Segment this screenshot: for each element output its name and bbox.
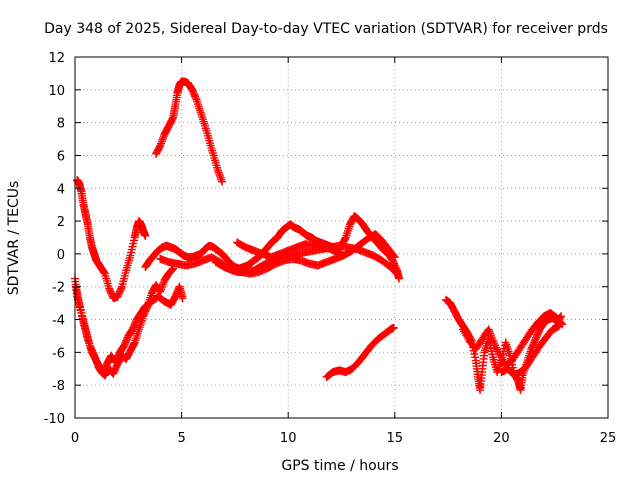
y-tick-label: -2 [52, 281, 65, 296]
data-point-pass-2 [142, 304, 151, 313]
data-point-pass-4 [395, 274, 404, 283]
y-tick-label: -10 [44, 412, 65, 427]
data-point-pass-2 [129, 339, 138, 348]
y-tick-label: -6 [52, 346, 65, 361]
data-point-pass-8 [217, 175, 226, 184]
x-axis-label: GPS time / hours [281, 458, 398, 474]
x-tick-label: 10 [280, 431, 297, 446]
data-point-pass-8 [213, 166, 222, 175]
data-point-pass-2 [156, 287, 165, 296]
data-point-pass-9 [389, 323, 398, 332]
data-point-pass-3 [117, 284, 126, 293]
y-tick-label: -8 [52, 379, 65, 394]
data-point-pass-11 [487, 333, 496, 342]
data-point-pass-8 [159, 133, 168, 142]
data-point-pass-11 [486, 331, 495, 340]
chart-title: Day 348 of 2025, Sidereal Day-to-day VTE… [44, 21, 608, 37]
data-point-pass-8 [218, 177, 227, 186]
data-point-pass-7 [389, 251, 398, 260]
y-tick-label: 10 [48, 84, 65, 99]
data-point-pass-8 [157, 137, 166, 146]
data-point-pass-5 [392, 269, 401, 278]
data-point-pass-2 [156, 285, 165, 294]
data-point-pass-8 [156, 139, 165, 148]
data-point-pass-8 [158, 135, 167, 144]
x-tick-label: 25 [600, 431, 617, 446]
data-point-pass-4 [341, 234, 350, 243]
data-point-pass-3 [141, 231, 150, 240]
y-axis-label: SDTVAR / TECUs [6, 181, 22, 296]
data-point-pass-11 [484, 325, 493, 334]
data-point-pass-5 [391, 268, 400, 277]
y-tick-label: 6 [57, 149, 65, 164]
data-point-pass-8 [215, 171, 224, 180]
data-point-pass-3 [100, 268, 109, 277]
y-tick-label: 4 [57, 182, 65, 197]
data-point-pass-2 [168, 265, 177, 274]
data-point-pass-7 [390, 253, 399, 262]
data-point-pass-8 [191, 94, 200, 103]
data-point-pass-8 [214, 168, 223, 177]
data-point-pass-12 [554, 322, 563, 331]
data-point-pass-2 [158, 281, 167, 290]
y-tick-label: 8 [57, 117, 65, 132]
data-point-pass-8 [215, 170, 224, 179]
y-tick-label: -4 [52, 314, 65, 329]
x-tick-label: 20 [493, 431, 510, 446]
x-tick-label: 0 [71, 431, 79, 446]
data-points [71, 77, 567, 395]
data-point-pass-2 [159, 279, 168, 288]
data-point-pass-10 [495, 362, 504, 371]
data-point-pass-8 [156, 141, 165, 150]
data-point-pass-11 [488, 334, 497, 343]
y-tick-label: 2 [57, 215, 65, 230]
y-tick-label: 0 [57, 248, 65, 263]
data-point-pass-10 [493, 366, 502, 375]
y-tick-label: 12 [48, 51, 65, 66]
data-point-pass-8 [216, 173, 225, 182]
plot-border [74, 56, 609, 419]
data-point-pass-11 [486, 329, 495, 338]
x-tick-label: 5 [177, 431, 185, 446]
data-point-pass-2 [167, 266, 176, 275]
data-point-pass-1 [178, 294, 187, 303]
data-point-pass-11 [485, 327, 494, 336]
axis-ticks: 0 5 10 15 20 25 -10 -8 -6 -4 -2 0 2 4 6 8 10 12 [44, 51, 617, 446]
data-point-pass-2 [157, 283, 166, 292]
x-tick-label: 15 [387, 431, 404, 446]
